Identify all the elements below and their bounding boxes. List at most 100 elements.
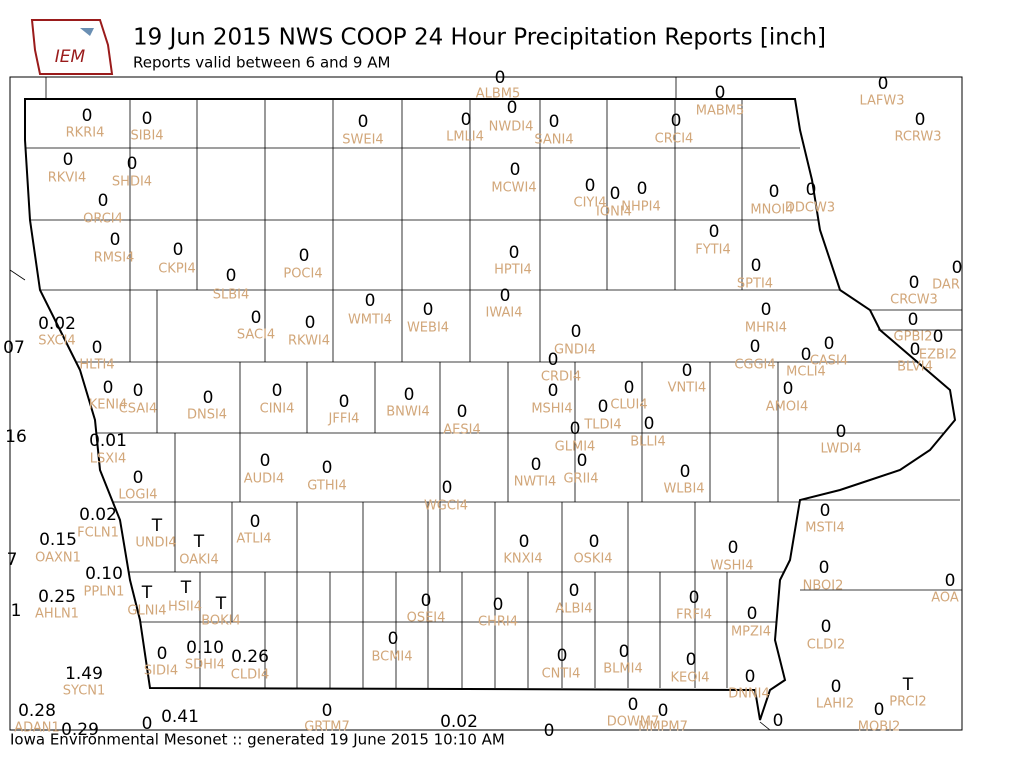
station-value: 0 [820, 501, 831, 521]
station-value: 0.01 [89, 431, 127, 451]
station-id: GNDI4 [554, 343, 596, 358]
station-value: 0 [226, 266, 237, 286]
station-value: 0 [915, 110, 926, 130]
station-id: NBOI2 [803, 579, 844, 594]
station-id: FYTI4 [695, 243, 730, 258]
station-value: 0 [442, 478, 453, 498]
station-id: DAR [932, 278, 960, 293]
station-value: T [902, 675, 914, 695]
station-value: 0 [98, 191, 109, 211]
station-value: 0 [388, 629, 399, 649]
station-value: 0 [571, 322, 582, 342]
station-value: 0 [773, 711, 784, 731]
station-id: IWAI4 [486, 306, 523, 321]
station-id: CSAI4 [119, 402, 158, 417]
station-id: GTHI4 [307, 479, 346, 494]
station-id: GPBI2 [894, 330, 933, 345]
station-value: 07 [3, 338, 25, 358]
station-value: T [215, 594, 227, 614]
station-value: T [180, 578, 192, 598]
station-value: 0 [801, 345, 812, 365]
station-id: GLMI4 [555, 440, 596, 455]
station-id: SIDI4 [144, 664, 178, 679]
station-value: 0 [745, 667, 756, 687]
station-id: KENI4 [89, 398, 128, 413]
station-value: 0 [686, 650, 697, 670]
station-value: 0 [570, 419, 581, 439]
station-value: 0 [557, 646, 568, 666]
station-value: 0 [322, 701, 333, 721]
station-id: ALBI4 [555, 602, 592, 617]
station-id: CLDI4 [231, 668, 269, 683]
station-id: BLLI4 [630, 435, 666, 450]
station-id: DNNI4 [728, 687, 770, 702]
station-id: KNXI4 [503, 552, 542, 567]
station-value: 0 [589, 532, 600, 552]
station-value: 0 [577, 451, 588, 471]
station-id: ALBM5 [476, 87, 521, 102]
station-value: 0 [127, 154, 138, 174]
station-id: SXCI4 [38, 334, 75, 349]
station-value: 0.28 [18, 701, 56, 721]
station-id: LAFW3 [859, 94, 904, 109]
station-id: ORCI4 [83, 212, 123, 227]
station-id: CINI4 [260, 402, 295, 417]
station-value: 0 [203, 388, 214, 408]
station-id: MABM5 [696, 104, 745, 119]
station-id: EZBI2 [919, 348, 957, 363]
station-value: 0 [272, 381, 283, 401]
station-id: BCMI4 [371, 650, 412, 665]
station-value: 0 [339, 392, 350, 412]
station-value: 0 [824, 334, 835, 354]
station-id: MNOI4 [750, 203, 793, 218]
station-id: CRCI4 [655, 132, 694, 147]
station-id: HPTI4 [494, 263, 532, 278]
station-id: CLDI2 [807, 638, 845, 653]
station-value: 0.02 [440, 712, 478, 732]
station-id: BLVI4 [897, 360, 933, 375]
station-id: VNTI4 [668, 381, 707, 396]
station-value: 0 [908, 310, 919, 330]
station-value: 0 [500, 286, 511, 306]
station-id: MPZI4 [731, 625, 771, 640]
station-id: UNDI4 [135, 536, 176, 551]
station-id: NWDI4 [489, 120, 534, 135]
station-id: NWTI4 [514, 475, 557, 490]
station-id: MHRI4 [745, 321, 787, 336]
station-value: 0 [644, 414, 655, 434]
station-value: 0 [933, 327, 944, 347]
station-id: CASI4 [810, 354, 848, 369]
station-id: OAKI4 [179, 553, 219, 568]
station-value: 0 [250, 512, 261, 532]
station-id: OSEI4 [407, 611, 446, 626]
station-value: 0 [819, 558, 830, 578]
station-id: MCLI4 [786, 365, 826, 380]
station-value: 0 [831, 677, 842, 697]
station-id: SDHI4 [185, 658, 225, 673]
footer: Iowa Environmental Mesonet :: generated … [10, 731, 505, 749]
station-value: 0 [103, 378, 114, 398]
station-id: IONI4 [596, 205, 632, 220]
station-value: 0 [945, 571, 956, 591]
station-value: 0 [404, 385, 415, 405]
station-value: 0 [495, 68, 506, 88]
station-value: 0 [322, 458, 333, 478]
station-value: 1 [11, 601, 22, 621]
station-value: 0 [421, 591, 432, 611]
station-id: GRTM7 [304, 720, 350, 735]
station-id: GRII4 [563, 472, 598, 487]
station-value: 0 [836, 422, 847, 442]
station-id: BNWI4 [386, 405, 430, 420]
station-value: 0 [133, 381, 144, 401]
title: 19 Jun 2015 NWS COOP 24 Hour Precipitati… [133, 25, 826, 51]
station-id: AESI4 [443, 423, 480, 438]
station-value: T [151, 516, 163, 536]
station-value: 0 [751, 256, 762, 276]
station-value: 0 [585, 176, 596, 196]
station-value: 0 [142, 109, 153, 129]
station-id: OAXN1 [35, 551, 81, 566]
station-id: SIBI4 [130, 129, 163, 144]
station-value: 0 [689, 588, 700, 608]
station-value: 0 [783, 379, 794, 399]
station-id: CGGI4 [734, 358, 775, 373]
